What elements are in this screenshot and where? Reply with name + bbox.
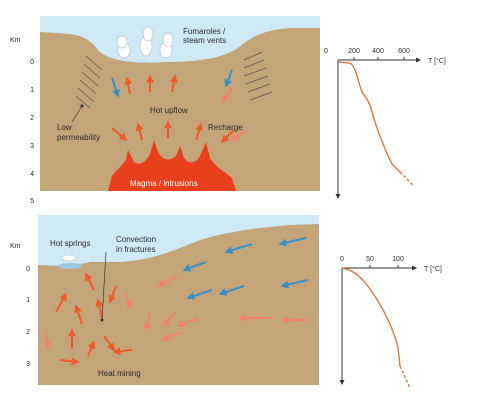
bottom-temperature-profile: 0 50 100 T [°C] xyxy=(339,256,442,389)
hot-upflow-label: Hot upflow xyxy=(150,106,188,115)
top-profile-tick-200: 200 xyxy=(348,48,360,55)
top-profile-tick-600: 600 xyxy=(398,48,410,55)
top-depth-tick-2: 2 xyxy=(30,115,34,122)
cold-inflow-arrows xyxy=(182,237,309,300)
bottom-profile-unit: T [°C] xyxy=(424,265,442,273)
convection-leader-dot xyxy=(100,318,104,322)
hot-upflow-arrows xyxy=(111,74,235,144)
top-depth-tick-5: 5 xyxy=(30,198,34,205)
bottom-depth-tick-0: 0 xyxy=(26,266,30,273)
low-permeability-hatch-right xyxy=(243,51,273,101)
steam-vents xyxy=(116,26,174,59)
bottom-depth-unit: Km xyxy=(10,243,21,250)
low-permeability-leader xyxy=(71,105,83,123)
bottom-profile-curve xyxy=(341,267,401,367)
recharge-label: Recharge xyxy=(208,123,243,132)
low-permeability-hatch-left xyxy=(75,55,103,109)
convection-arrows xyxy=(55,272,133,366)
convection-label-line1: Convection xyxy=(116,235,156,244)
top-profile-tick-0: 0 xyxy=(324,48,328,55)
bottom-profile-tick-100: 100 xyxy=(392,256,404,263)
fumaroles-label-line2: steam vents xyxy=(183,36,226,45)
low-permeability-label-line2: permeability xyxy=(57,133,100,142)
convection-label-line2: in fractures xyxy=(116,245,156,254)
bottom-profile-tick-0: 0 xyxy=(340,256,344,263)
top-depth-unit: Km xyxy=(10,37,21,44)
hot-springs-label: Hot springs xyxy=(50,239,90,248)
top-profile-curve xyxy=(337,61,401,173)
bottom-profile-tick-50: 50 xyxy=(366,256,374,263)
top-depth-tick-4: 4 xyxy=(30,171,34,178)
hot-spring-pool xyxy=(58,263,82,269)
bottom-profile-curve-extrapolated xyxy=(399,365,411,389)
recharge-arrows-cold xyxy=(111,69,233,98)
bottom-depth-tick-2: 2 xyxy=(26,329,30,336)
bottom-cross-section: Hot springs Convection in fractures Heat… xyxy=(10,215,319,385)
hot-spring-steam xyxy=(61,254,77,262)
top-profile-tick-400: 400 xyxy=(372,48,384,55)
top-profile-curve-extrapolated xyxy=(399,171,415,187)
bottom-depth-tick-1: 1 xyxy=(26,297,30,304)
fumaroles-label-line1: Fumaroles / xyxy=(183,27,226,36)
low-permeability-label-line1: Low xyxy=(57,123,72,132)
top-cross-section: Fumaroles / steam vents Hot upflow Low p… xyxy=(10,16,320,205)
recharge-arrows-warm xyxy=(221,87,247,141)
bottom-depth-tick-3: 3 xyxy=(26,361,30,368)
convection-leader xyxy=(101,251,107,321)
top-ground xyxy=(40,28,320,191)
top-depth-tick-0: 0 xyxy=(30,59,34,66)
magma-label: Magma / intrusions xyxy=(130,179,198,188)
magma-body xyxy=(108,140,236,191)
top-temperature-profile: 0 200 400 600 T [°C] xyxy=(324,48,446,199)
warm-flow-arrows xyxy=(43,275,308,350)
top-depth-tick-3: 3 xyxy=(30,143,34,150)
low-permeability-leader-dot xyxy=(80,104,84,108)
top-profile-unit: T [°C] xyxy=(428,57,446,65)
heat-mining-label: Heat mining xyxy=(98,369,141,378)
top-depth-tick-1: 1 xyxy=(30,87,34,94)
